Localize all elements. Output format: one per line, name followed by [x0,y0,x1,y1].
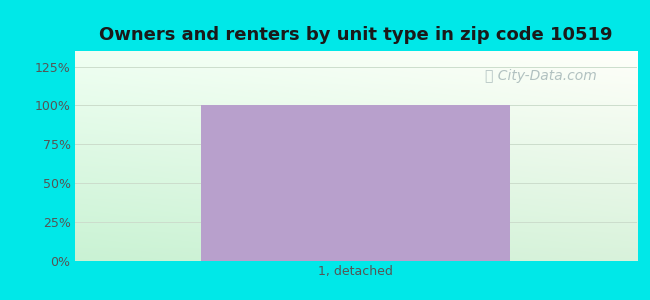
Title: Owners and renters by unit type in zip code 10519: Owners and renters by unit type in zip c… [99,26,612,44]
Bar [202,105,510,261]
Text: ⌕ City-Data.com: ⌕ City-Data.com [485,69,597,83]
